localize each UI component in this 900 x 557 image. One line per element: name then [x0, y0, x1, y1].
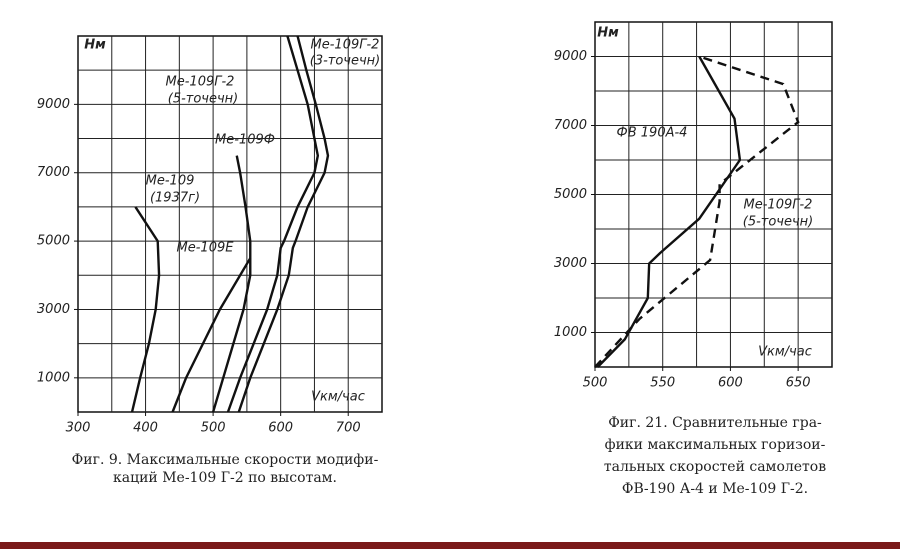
caption: фики максимальных горизои-	[605, 437, 826, 453]
y-axis-label: Нм	[84, 38, 106, 53]
y-tick-label: 7000	[37, 165, 70, 180]
caption: ФВ-190 А-4 и Ме-109 Г-2.	[622, 481, 808, 497]
y-tick-label: 9000	[37, 97, 70, 112]
x-tick-label: 500	[583, 376, 608, 391]
series-line	[226, 35, 320, 413]
x-tick-label: 550	[650, 376, 675, 391]
caption: Фиг. 9. Максимальные скорости модифи-	[72, 452, 379, 468]
x-tick-label: 600	[718, 376, 743, 391]
y-tick-label: 1000	[37, 370, 70, 385]
caption: каций Ме-109 Г-2 по высотам.	[113, 470, 337, 486]
series-label: Ме-109Г-2	[166, 75, 235, 90]
y-tick-label: 7000	[554, 118, 587, 133]
y-tick-label: 5000	[37, 234, 70, 249]
series-line	[171, 257, 252, 413]
x-tick-label: 650	[786, 376, 811, 391]
series-line	[237, 35, 330, 413]
x-tick-label: 700	[336, 421, 361, 436]
plot-frame	[77, 35, 383, 413]
bottom-rule	[0, 542, 900, 549]
series-label: Ме-109Г-2	[744, 198, 813, 213]
series-label: ФВ 190А-4	[617, 126, 688, 141]
series-label: Ме-109Ф	[215, 133, 275, 148]
x-axis-label: Vкм/час	[758, 345, 812, 360]
series-label: (5-точечн)	[743, 215, 814, 230]
series-label: (3-точечн)	[310, 54, 381, 69]
x-tick-label: 500	[201, 421, 226, 436]
y-tick-label: 3000	[37, 302, 70, 317]
series-line	[596, 55, 742, 368]
y-tick-label: 1000	[554, 325, 587, 340]
series-label: (1937г)	[150, 191, 200, 206]
x-tick-label: 400	[133, 421, 158, 436]
y-tick-label: 9000	[554, 49, 587, 64]
caption: Фиг. 21. Сравнительные гра-	[608, 415, 822, 431]
series-line	[211, 155, 252, 413]
series-line	[130, 206, 161, 413]
x-axis-label: Vкм/час	[311, 390, 365, 405]
x-tick-label: 300	[66, 421, 91, 436]
y-tick-label: 5000	[554, 187, 587, 202]
series-line	[594, 55, 800, 368]
caption: тальных скоростей самолетов	[604, 459, 826, 475]
y-axis-label: Нм	[597, 26, 619, 41]
series-label: Ме-109	[146, 174, 195, 189]
series-label: (5-точечн)	[168, 92, 239, 107]
series-label: Ме-109Г-2	[311, 38, 380, 53]
x-tick-label: 600	[268, 421, 293, 436]
y-tick-label: 3000	[554, 256, 587, 271]
series-label: Ме-109Е	[177, 241, 235, 256]
